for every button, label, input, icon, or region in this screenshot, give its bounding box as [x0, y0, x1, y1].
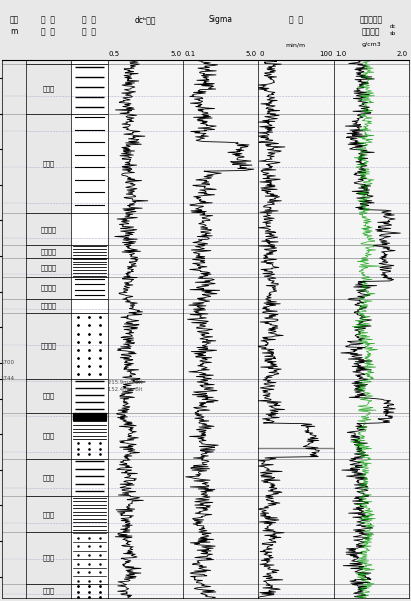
Text: 过渡层段: 过渡层段	[40, 248, 56, 255]
Text: m: m	[10, 27, 18, 36]
Text: 划  分: 划 分	[42, 27, 55, 36]
Text: 须三段: 须三段	[42, 511, 54, 517]
Text: 1.0: 1.0	[335, 51, 346, 57]
Text: 地层压力: 地层压力	[362, 27, 381, 36]
Text: 珍珠冲段: 珍珠冲段	[40, 343, 56, 349]
Text: 2.0: 2.0	[397, 51, 408, 57]
Text: 5.0: 5.0	[246, 51, 257, 57]
Text: g/cm3: g/cm3	[361, 42, 381, 47]
Text: 大安寨段: 大安寨段	[40, 264, 56, 271]
Text: 井深: 井深	[9, 15, 18, 24]
Text: 沙一段: 沙一段	[42, 160, 54, 166]
Text: 剖  面: 剖 面	[82, 27, 96, 36]
Text: min/m: min/m	[286, 42, 306, 47]
Text: 0.1: 0.1	[184, 51, 195, 57]
Text: 须五段: 须五段	[42, 433, 54, 439]
Text: 须一段: 须一段	[42, 588, 54, 594]
Text: 须四段: 须四段	[42, 474, 54, 481]
Text: 凉高山组: 凉高山组	[40, 226, 56, 233]
Text: 钻井液密度: 钻井液密度	[360, 15, 383, 24]
Text: sb: sb	[390, 31, 397, 36]
Text: 沙二段: 沙二段	[42, 85, 54, 92]
Bar	[73, 413, 106, 419]
Text: Sigma: Sigma	[208, 15, 233, 24]
Text: 1700: 1700	[0, 361, 14, 365]
Text: 钻  时: 钻 时	[289, 15, 303, 24]
Text: 0.5: 0.5	[109, 51, 120, 57]
Text: 岩  性: 岩 性	[82, 15, 96, 24]
Text: 东岳庙段: 东岳庙段	[40, 302, 56, 309]
Text: 马蛐山段: 马蛐山段	[40, 285, 56, 291]
Text: 须二段: 须二段	[42, 555, 54, 561]
Text: 215.9mm Bit: 215.9mm Bit	[109, 380, 143, 385]
Text: 须六段: 须六段	[42, 392, 54, 399]
Text: 0: 0	[259, 51, 264, 57]
Text: dcᵇ指数: dcᵇ指数	[134, 15, 156, 24]
Text: 100: 100	[319, 51, 332, 57]
Text: 152.4mm Bit: 152.4mm Bit	[109, 387, 143, 392]
Text: 5.0: 5.0	[171, 51, 182, 57]
Text: 1744: 1744	[0, 376, 14, 381]
Text: 层  位: 层 位	[42, 15, 55, 24]
Text: dc: dc	[390, 24, 397, 29]
